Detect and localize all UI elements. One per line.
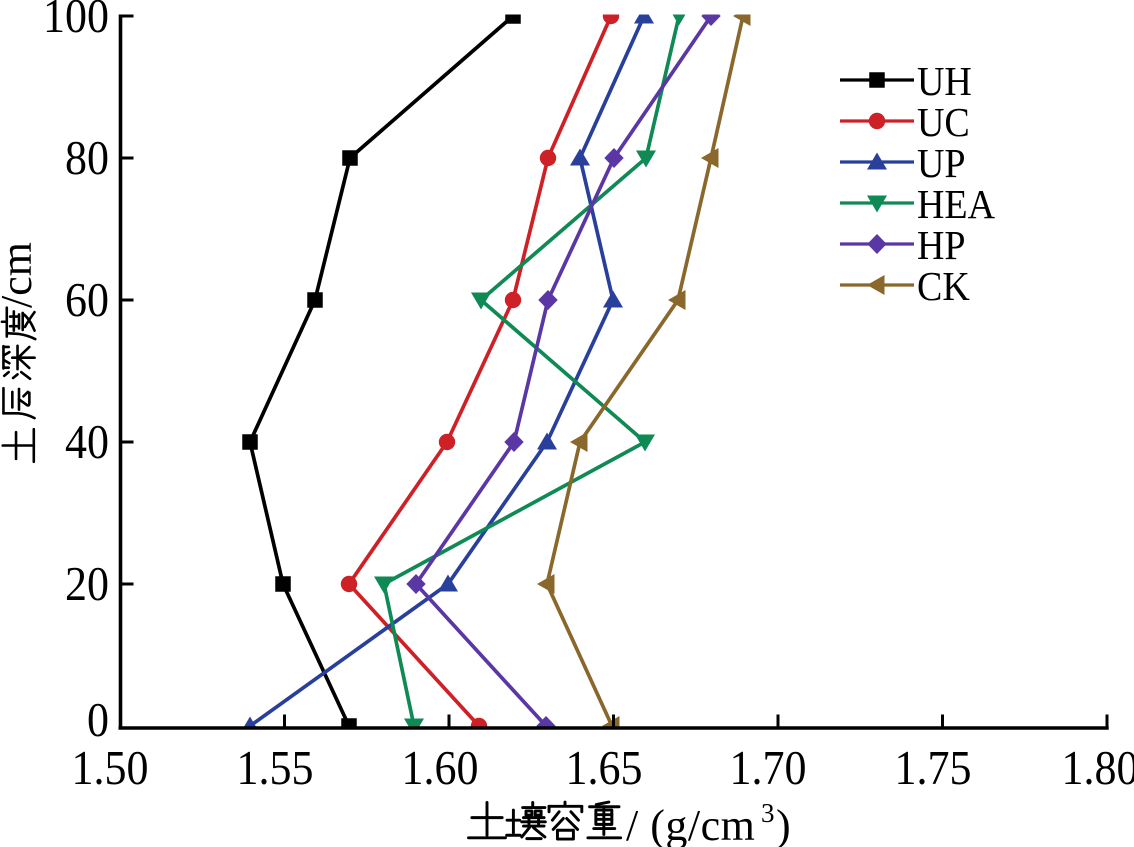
svg-text:1.80: 1.80	[1062, 742, 1134, 795]
svg-text:20: 20	[65, 558, 109, 611]
svg-text:UC: UC	[917, 100, 970, 146]
svg-text:HP: HP	[917, 223, 966, 269]
svg-text:1.70: 1.70	[730, 742, 807, 795]
svg-text:/ (g/cm: / (g/cm	[626, 801, 755, 847]
svg-text:UP: UP	[917, 141, 966, 187]
svg-text:HEA: HEA	[917, 182, 995, 228]
svg-text:60: 60	[65, 274, 109, 327]
svg-text:1.55: 1.55	[237, 742, 314, 795]
svg-text:/cm: /cm	[0, 242, 41, 308]
svg-text:): )	[776, 801, 791, 847]
svg-text:1.50: 1.50	[72, 742, 149, 795]
svg-text:1.75: 1.75	[895, 742, 972, 795]
svg-text:0: 0	[87, 694, 109, 747]
svg-text:1.65: 1.65	[566, 742, 643, 795]
svg-text:100: 100	[43, 0, 109, 44]
svg-text:40: 40	[65, 416, 109, 469]
svg-text:1.60: 1.60	[402, 742, 479, 795]
svg-text:CK: CK	[917, 264, 970, 310]
svg-text:UH: UH	[917, 59, 972, 105]
svg-text:80: 80	[65, 132, 109, 185]
svg-text:3: 3	[761, 798, 775, 828]
